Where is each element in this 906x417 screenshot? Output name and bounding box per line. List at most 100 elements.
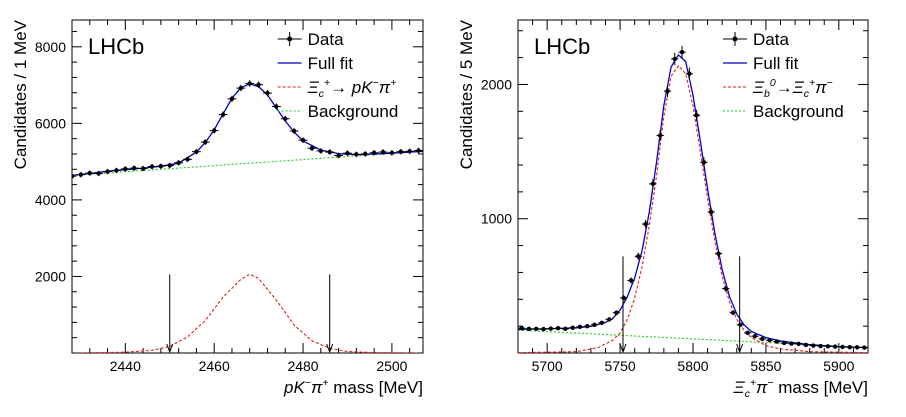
y-tick-label: 2000	[481, 76, 512, 92]
data-point	[663, 85, 672, 98]
data-point	[271, 103, 281, 110]
signal-window-arrow	[326, 274, 334, 354]
legend-entry-background: Background	[723, 102, 844, 121]
x-tick-label: 2500	[376, 358, 407, 374]
data-point	[387, 150, 397, 156]
data-point	[780, 340, 788, 346]
data-point	[816, 343, 825, 349]
legend-entry-background: Background	[277, 102, 399, 121]
data-point	[838, 344, 847, 350]
data-point	[218, 111, 228, 118]
data-point	[765, 338, 774, 343]
signal-window-arrow	[619, 256, 627, 354]
legend-label-data: Data	[308, 30, 344, 49]
legend-label-signal: Ξb0→Ξc+π−	[752, 77, 833, 100]
data-point	[263, 89, 272, 97]
data-point	[129, 165, 139, 171]
legend-entry-signal: Ξb0→Ξc+π−	[723, 77, 833, 100]
fit-curve	[72, 83, 423, 177]
x-tick-label: 5900	[823, 358, 854, 374]
legend-label-background: Background	[308, 102, 399, 121]
data-point	[598, 320, 606, 325]
data-point	[138, 165, 148, 172]
data-point	[147, 163, 157, 170]
data-point	[165, 162, 175, 169]
data-point	[787, 341, 796, 346]
data-point	[802, 342, 810, 348]
background-curve	[72, 150, 423, 176]
data-point	[707, 207, 715, 217]
data-point	[103, 168, 112, 175]
data-point	[693, 109, 701, 121]
data-point	[76, 172, 86, 178]
data-point	[378, 149, 388, 155]
data-point	[289, 128, 299, 134]
data-point	[634, 252, 642, 260]
legend-label-fit: Full fit	[308, 54, 354, 73]
data-point	[569, 325, 577, 330]
legend-entry-fit: Full fit	[723, 54, 799, 73]
data-point	[671, 52, 679, 66]
plot-frame	[517, 19, 869, 354]
experiment-label: LHCb	[88, 34, 144, 59]
signal-window-arrow	[166, 274, 174, 354]
data-point	[191, 148, 201, 155]
legend-entry-fit: Full fit	[277, 54, 354, 73]
signal-window-arrow	[736, 256, 744, 354]
data-point	[396, 148, 406, 155]
signal-curve	[80, 273, 419, 353]
data-point	[72, 173, 77, 179]
data-point	[678, 45, 686, 59]
y-axis-title: Candidates / 1 MeV	[11, 19, 30, 169]
data-point	[94, 170, 104, 177]
x-tick-label: 5700	[532, 358, 563, 374]
legend-label-background: Background	[753, 102, 844, 121]
legend-entry-data: Data	[277, 30, 344, 49]
data-point	[773, 339, 781, 344]
data-point	[605, 317, 613, 322]
data-point	[700, 157, 708, 168]
data-point	[209, 127, 219, 134]
chart-xi-b-mass: 5700 5750 5800 5850 5900 1000 2000 Candidates /…	[457, 19, 869, 400]
y-tick-label: 4000	[35, 192, 66, 208]
data-point	[714, 249, 723, 258]
legend-entry-data: Data	[723, 30, 789, 49]
data-point	[795, 341, 803, 347]
data-point	[744, 330, 752, 336]
data-point	[405, 148, 415, 155]
data-point	[853, 345, 861, 350]
data-point	[583, 323, 591, 329]
data-point	[120, 166, 130, 172]
data-point	[156, 163, 166, 169]
data-point	[518, 325, 526, 331]
data-point	[280, 115, 290, 122]
data-point	[824, 344, 832, 349]
data-point	[685, 67, 693, 80]
data-point	[316, 148, 326, 154]
legend-entry-signal: Ξc+→ pK−π+	[277, 77, 396, 100]
data-point	[245, 80, 255, 87]
data-point	[576, 324, 584, 330]
fit-curve	[518, 53, 868, 349]
data-point	[590, 322, 599, 328]
data-point	[547, 326, 555, 331]
data-point	[846, 345, 854, 350]
data-point	[200, 139, 210, 145]
x-tick-label: 5750	[605, 358, 636, 374]
legend-label-data: Data	[753, 30, 789, 49]
data-point	[561, 326, 570, 332]
data-point	[641, 219, 650, 229]
x-tick-label: 2440	[110, 358, 141, 374]
x-tick-label: 5850	[750, 358, 781, 374]
data-point	[334, 152, 344, 159]
data-point	[174, 160, 184, 166]
data-point	[554, 325, 562, 331]
data-point	[809, 343, 817, 348]
data-point	[831, 344, 839, 349]
y-tick-label: 2000	[35, 268, 66, 284]
data-point	[729, 310, 737, 316]
y-tick-label: 6000	[35, 115, 66, 131]
data-point	[227, 95, 237, 102]
